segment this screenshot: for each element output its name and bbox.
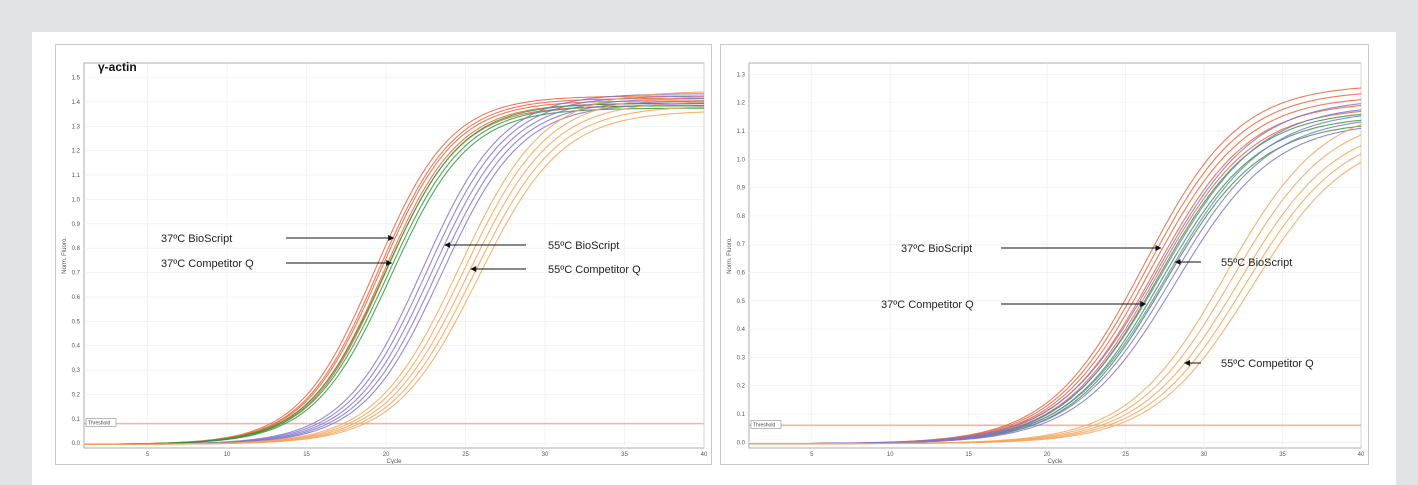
- x-tick-label: 35: [621, 452, 628, 458]
- y-tick-label: 0.4: [737, 327, 746, 333]
- x-tick-label: 40: [1358, 452, 1365, 458]
- y-tick-label: 1.2: [72, 149, 81, 155]
- y-tick-label: 0.3: [737, 355, 746, 361]
- x-tick-label: 30: [1201, 452, 1208, 458]
- x-tick-label: 20: [383, 452, 390, 458]
- y-tick-label: 0.3: [72, 368, 81, 374]
- x-axis-label: Cycle: [1047, 459, 1063, 464]
- y-tick-label: 0.9: [72, 222, 81, 228]
- amplification-curve: [749, 161, 1362, 445]
- chart-right: 0.0 0.1 0.2 0.3 0.4 0.5 0.6 0.7 0.8 0.9 1.0 1.1 1.2 1…: [720, 44, 1369, 465]
- y-tick-label: 0.6: [72, 295, 81, 301]
- x-tick-label: 40: [701, 452, 708, 458]
- chart-left-svg: 0.0 0.1 0.2 0.3 0.4 0.5 0.6 0.7 0.8 0.9 1.0 1.1 1.2 1…: [62, 60, 708, 464]
- x-tick-label: 5: [810, 452, 814, 458]
- x-tick-label: 20: [1044, 452, 1051, 458]
- annotation-label-0: 37ºC BioScript: [161, 233, 232, 245]
- gene-label: γ-actin: [98, 60, 137, 74]
- annotation-label-2: 55ºC BioScript: [1221, 257, 1292, 269]
- annotation-label-2: 55ºC BioScript: [548, 240, 619, 252]
- threshold-label-box: [750, 420, 782, 429]
- y-tick-label: 0.6: [737, 270, 746, 276]
- chart-right-svg: 0.0 0.1 0.2 0.3 0.4 0.5 0.6 0.7 0.8 0.9 1.0 1.1 1.2 1…: [727, 62, 1365, 464]
- y-tick-label: 0.1: [72, 417, 81, 423]
- y-tick-label: 0.9: [737, 186, 746, 192]
- threshold-label-box: [85, 418, 117, 427]
- chart-gamma-actin: 0.0 0.1 0.2 0.3 0.4 0.5 0.6 0.7 0.8 0.9 1.0 1.1 1.2 1…: [55, 44, 712, 465]
- annotation-label-0: 37ºC BioScript: [901, 243, 972, 255]
- plot-area: [83, 62, 705, 449]
- plot-area: [748, 62, 1362, 449]
- y-tick-label: 0.2: [72, 392, 81, 398]
- annotation-label-1: 37ºC Competitor Q: [161, 258, 254, 270]
- y-tick-label: 0.2: [737, 384, 746, 390]
- figure-panel: 0.0 0.1 0.2 0.3 0.4 0.5 0.6 0.7 0.8 0.9 1.0 1.1 1.2 1…: [32, 32, 1396, 485]
- y-tick-label: 0.0: [737, 440, 746, 446]
- annotation-label-3: 55ºC Competitor Q: [1221, 358, 1314, 370]
- x-axis-label: Cycle: [386, 459, 402, 464]
- y-tick-label: 1.3: [737, 72, 746, 78]
- y-tick-label: 0.1: [737, 412, 746, 418]
- y-tick-label: 1.1: [737, 129, 746, 135]
- y-tick-label: 1.0: [737, 157, 746, 163]
- y-tick-label: 1.3: [72, 124, 81, 130]
- y-tick-label: 1.5: [72, 76, 81, 82]
- x-tick-label: 30: [542, 452, 549, 458]
- threshold-label: Threshold: [88, 421, 110, 427]
- y-axis-label: Norm. Fluoro.: [727, 237, 733, 274]
- series-3: [84, 91, 705, 445]
- x-tick-label: 25: [1122, 452, 1129, 458]
- threshold-label: Threshold: [753, 422, 775, 428]
- y-tick-label: 0.4: [72, 344, 81, 350]
- y-axis-label: Norm. Fluoro.: [62, 237, 68, 274]
- amplification-curve: [84, 111, 705, 445]
- x-tick-label: 10: [224, 452, 231, 458]
- x-tick-label: 25: [462, 452, 469, 458]
- x-tick-label: 5: [146, 452, 150, 458]
- y-tick-label: 0.7: [72, 271, 81, 277]
- y-tick-label: 1.1: [72, 173, 81, 179]
- y-tick-label: 1.4: [72, 100, 81, 106]
- y-tick-label: 0.7: [737, 242, 746, 248]
- y-tick-label: 1.2: [737, 101, 746, 107]
- x-tick-label: 15: [965, 452, 972, 458]
- x-tick-label: 10: [887, 452, 894, 458]
- annotation-label-1: 37ºC Competitor Q: [881, 299, 974, 311]
- y-tick-label: 1.0: [72, 197, 81, 203]
- y-tick-label: 0.5: [72, 319, 81, 325]
- x-tick-label: 35: [1279, 452, 1286, 458]
- y-tick-label: 0.8: [737, 214, 746, 220]
- series-3: [749, 123, 1362, 445]
- annotation-label-3: 55ºC Competitor Q: [548, 264, 641, 276]
- y-tick-label: 0.8: [72, 246, 81, 252]
- y-tick-label: 0.0: [72, 441, 81, 447]
- x-tick-label: 15: [303, 452, 310, 458]
- y-tick-label: 0.5: [737, 299, 746, 305]
